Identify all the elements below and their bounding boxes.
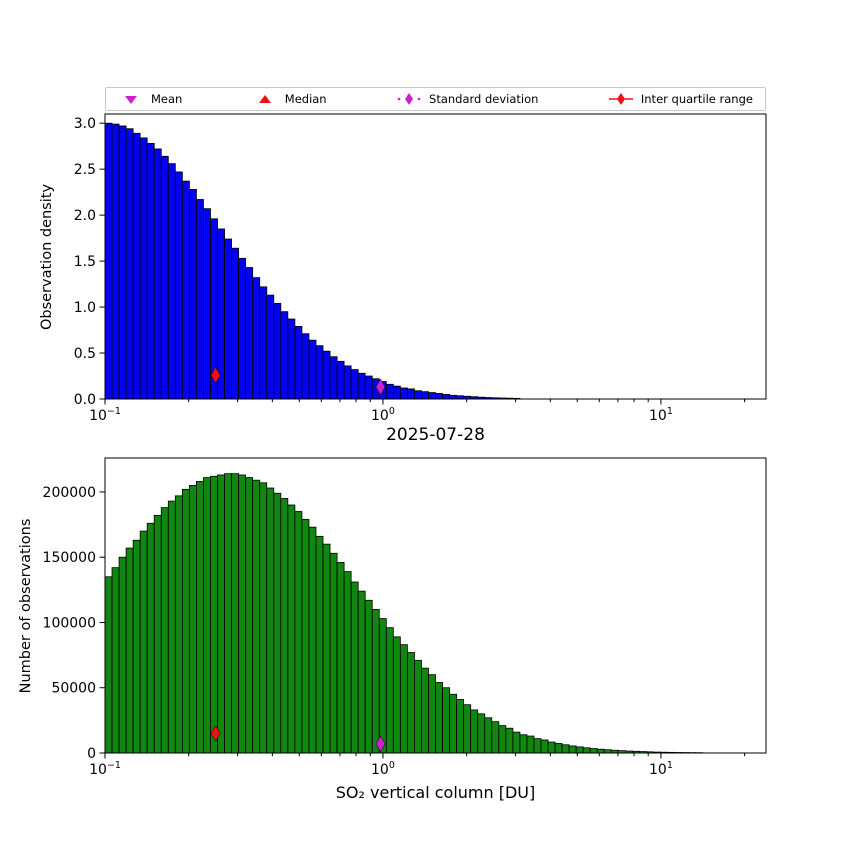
- observation-density-plot: 10−1 100 101 0.0 0.5 1.0 1.5 2.0 2.5 3.0: [74, 113, 767, 424]
- top-y-axis-label: Observation density: [39, 183, 55, 331]
- svg-text:2.5: 2.5: [74, 162, 96, 178]
- legend-label-mean: Mean: [151, 92, 183, 106]
- bottom-y-axis-label: Number of observations: [18, 518, 34, 694]
- legend-item-standard-deviation: Standard deviation: [396, 92, 538, 106]
- x-axis-label: SO₂ vertical column [DU]: [335, 783, 536, 802]
- stddev-diamond-dotted-icon: [397, 93, 421, 105]
- svg-text:10−1: 10−1: [89, 760, 121, 778]
- observation-density-axis-ticks: 10−1 100 101 0.0 0.5 1.0 1.5 2.0 2.5 3.0: [74, 116, 746, 424]
- number-of-observations-axis-ticks: 10−1 100 101 0 50000 100000 150000 200000: [43, 485, 746, 778]
- svg-text:101: 101: [649, 406, 673, 424]
- legend-item-mean: Mean: [118, 92, 182, 106]
- iqr-diamond-line-icon: [608, 93, 633, 105]
- mean-triangle-down-icon: [125, 96, 137, 104]
- number-of-observations-spines: [104, 457, 767, 754]
- number-of-observations-bars: [104, 473, 704, 754]
- legend-label-standard-deviation: Standard deviation: [429, 92, 539, 106]
- svg-text:200000: 200000: [43, 485, 96, 501]
- svg-text:100: 100: [371, 760, 395, 778]
- legend-item-median: Median: [252, 92, 327, 106]
- svg-text:3.0: 3.0: [74, 116, 96, 132]
- svg-text:2.0: 2.0: [74, 208, 96, 224]
- svg-text:50000: 50000: [51, 681, 96, 697]
- svg-text:0.5: 0.5: [74, 346, 96, 362]
- svg-text:100000: 100000: [43, 615, 96, 631]
- median-triangle-up-icon: [258, 95, 271, 103]
- svg-text:0: 0: [87, 746, 96, 762]
- svg-text:100: 100: [371, 406, 395, 424]
- legend-label-median: Median: [284, 92, 327, 106]
- svg-text:150000: 150000: [43, 550, 96, 566]
- standard-deviation-marker: [375, 735, 386, 753]
- svg-text:1.5: 1.5: [74, 254, 96, 270]
- date-title: 2025-07-28: [386, 425, 485, 445]
- legend: Mean Median Standard deviation Inter qua…: [105, 87, 766, 111]
- svg-text:1.0: 1.0: [74, 300, 96, 316]
- legend-label-inter-quartile-range: Inter quartile range: [640, 92, 753, 106]
- legend-item-inter-quartile-range: Inter quartile range: [608, 92, 753, 106]
- observation-density-bars: [104, 122, 521, 400]
- svg-text:0.0: 0.0: [74, 392, 96, 408]
- svg-text:101: 101: [649, 760, 673, 778]
- svg-text:10−1: 10−1: [89, 406, 121, 424]
- standard-deviation-marker: [375, 378, 386, 396]
- number-of-observations-plot: 10−1 100 101 0 50000 100000 150000 200000: [43, 457, 767, 778]
- interquartile-range-marker: [210, 366, 221, 384]
- interquartile-range-marker: [210, 724, 221, 742]
- observation-density-spines: [104, 113, 767, 400]
